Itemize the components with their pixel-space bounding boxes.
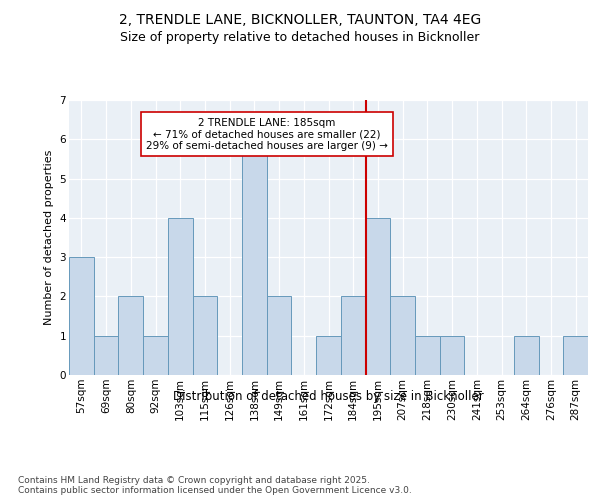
Bar bbox=[341, 296, 365, 375]
Text: 2 TRENDLE LANE: 185sqm
← 71% of detached houses are smaller (22)
29% of semi-det: 2 TRENDLE LANE: 185sqm ← 71% of detached… bbox=[146, 118, 388, 151]
Bar bbox=[267, 296, 292, 375]
Bar bbox=[563, 336, 588, 375]
Bar bbox=[440, 336, 464, 375]
Bar bbox=[94, 336, 118, 375]
Text: Contains HM Land Registry data © Crown copyright and database right 2025.
Contai: Contains HM Land Registry data © Crown c… bbox=[18, 476, 412, 495]
Y-axis label: Number of detached properties: Number of detached properties bbox=[44, 150, 54, 325]
Bar bbox=[118, 296, 143, 375]
Bar bbox=[316, 336, 341, 375]
Bar bbox=[514, 336, 539, 375]
Bar bbox=[143, 336, 168, 375]
Bar bbox=[168, 218, 193, 375]
Text: 2, TRENDLE LANE, BICKNOLLER, TAUNTON, TA4 4EG: 2, TRENDLE LANE, BICKNOLLER, TAUNTON, TA… bbox=[119, 12, 481, 26]
Text: Distribution of detached houses by size in Bicknoller: Distribution of detached houses by size … bbox=[173, 390, 484, 403]
Bar bbox=[242, 140, 267, 375]
Bar bbox=[415, 336, 440, 375]
Bar bbox=[193, 296, 217, 375]
Bar bbox=[390, 296, 415, 375]
Bar bbox=[69, 257, 94, 375]
Bar bbox=[365, 218, 390, 375]
Text: Size of property relative to detached houses in Bicknoller: Size of property relative to detached ho… bbox=[121, 31, 479, 44]
